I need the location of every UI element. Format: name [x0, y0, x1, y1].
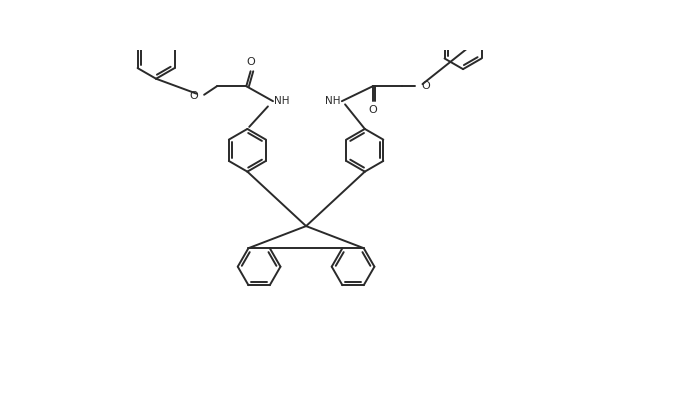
Text: NH: NH: [274, 96, 290, 106]
Text: O: O: [422, 81, 430, 91]
Text: O: O: [246, 57, 255, 67]
Text: O: O: [189, 91, 198, 101]
Text: O: O: [368, 105, 377, 116]
Text: NH: NH: [325, 96, 341, 106]
